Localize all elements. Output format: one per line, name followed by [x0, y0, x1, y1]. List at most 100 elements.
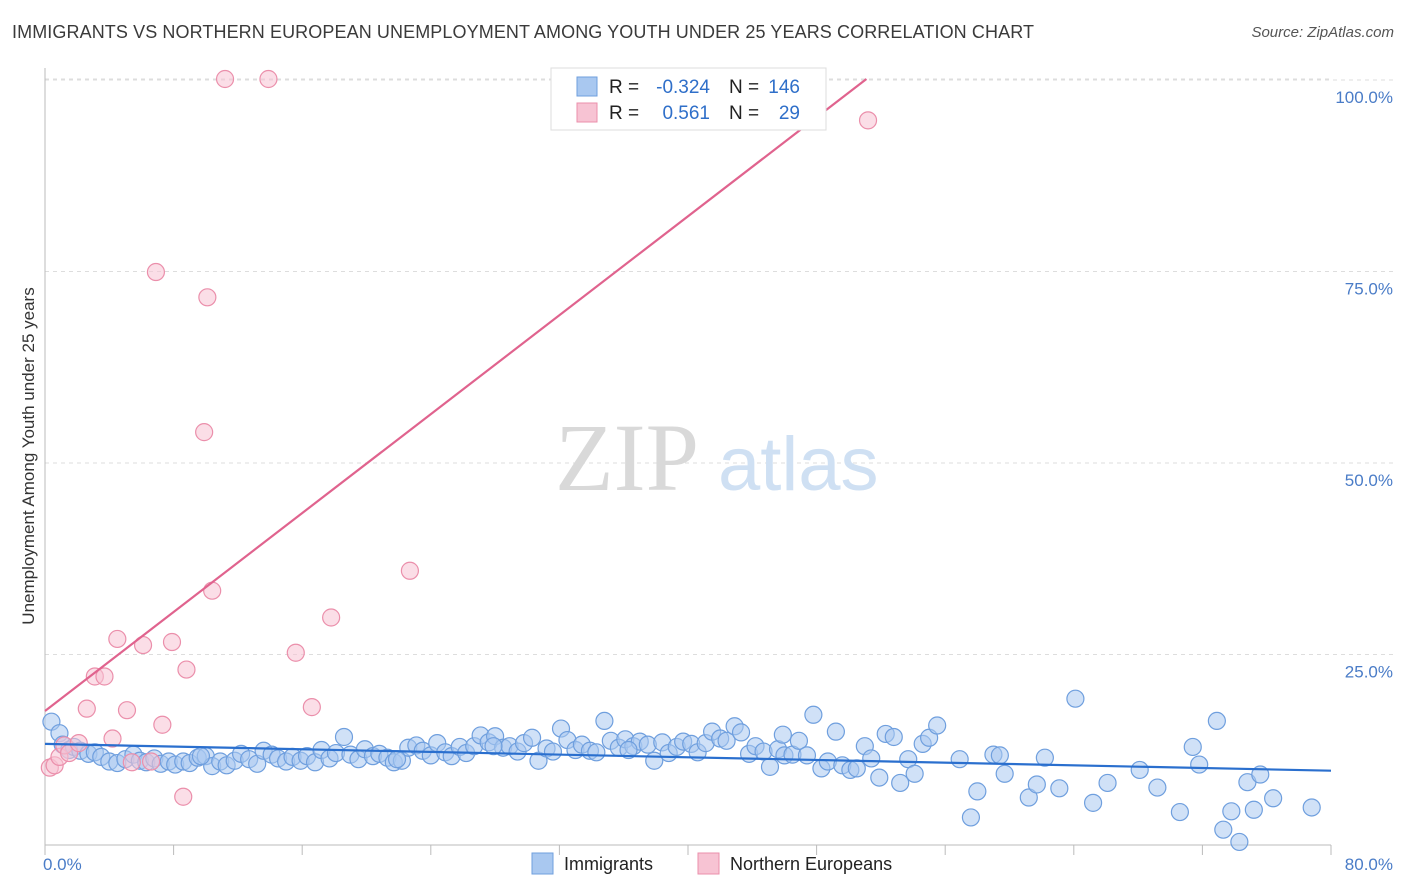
grid-lines [45, 78, 1395, 655]
data-point-northern [146, 262, 166, 282]
data-point-immigrants [789, 731, 809, 750]
data-point-immigrants [862, 749, 881, 768]
series-legend: Immigrants Northern Europeans [531, 852, 892, 875]
stats-n-label-northern: N = [729, 103, 759, 124]
stats-n-value-northern: 29 [779, 103, 800, 124]
x-tick-label: 80.0% [1345, 855, 1393, 874]
data-point-northern [108, 629, 127, 649]
data-point-immigrants [760, 757, 780, 776]
data-point-immigrants [1190, 755, 1209, 774]
data-point-immigrants [928, 716, 947, 735]
data-point-immigrants [990, 746, 1009, 765]
data-point-immigrants [1222, 802, 1241, 821]
data-point-immigrants [1027, 775, 1046, 794]
data-point-northern [103, 729, 122, 748]
data-point-immigrants [731, 723, 751, 742]
stats-n-label-immigrants: N = [729, 77, 759, 98]
data-point-immigrants [1230, 832, 1249, 852]
data-point-immigrants [797, 746, 817, 765]
data-point-immigrants [191, 747, 211, 766]
data-point-northern [215, 69, 235, 89]
data-point-northern [203, 581, 222, 600]
watermark: ZIP atlas [555, 404, 879, 511]
data-point-immigrants [891, 773, 910, 793]
data-point-immigrants [1183, 737, 1202, 757]
data-point-northern [259, 69, 278, 89]
data-point-immigrants [717, 731, 736, 750]
data-point-northern [117, 701, 137, 720]
x-tick-labels: 0.0% 80.0% [43, 855, 1393, 874]
y-axis-label: Unemployment Among Youth under 25 years [19, 287, 38, 624]
data-point-immigrants [543, 742, 563, 761]
series-northern-europeans [40, 69, 878, 806]
x-tick-label: 0.0% [43, 855, 82, 874]
data-point-northern [77, 699, 96, 718]
data-point-immigrants [1066, 689, 1085, 708]
stats-r-value-northern: 0.561 [662, 103, 710, 124]
y-tick-label: 75.0% [1345, 280, 1393, 299]
data-point-northern [177, 660, 196, 679]
data-point-immigrants [1148, 778, 1167, 797]
data-point-northern [122, 753, 141, 772]
data-point-immigrants [595, 711, 614, 731]
y-tick-label: 100.0% [1335, 88, 1393, 107]
data-point-immigrants [1302, 798, 1321, 817]
data-point-immigrants [905, 764, 924, 783]
data-point-immigrants [1214, 820, 1233, 839]
legend-label-northern: Northern Europeans [730, 854, 892, 874]
data-point-northern [162, 632, 182, 652]
data-point-northern [95, 667, 114, 686]
legend-swatch-immigrants [531, 852, 554, 875]
trendline-northern [44, 78, 868, 712]
y-tick-labels: 25.0% 50.0% 75.0% 100.0% [1335, 88, 1393, 682]
data-point-northern [198, 288, 217, 307]
data-point-immigrants [1098, 773, 1117, 793]
data-point-immigrants [826, 722, 845, 741]
chart-title: IMMIGRANTS VS NORTHERN EUROPEAN UNEMPLOY… [12, 22, 1035, 42]
data-point-immigrants [1019, 788, 1038, 807]
data-point-northern [400, 561, 420, 580]
data-point-northern [858, 111, 878, 130]
data-point-immigrants [522, 728, 542, 747]
data-point-northern [174, 787, 193, 806]
data-point-northern [286, 643, 305, 662]
data-point-northern [195, 423, 214, 442]
data-point-immigrants [773, 725, 792, 744]
legend-label-immigrants: Immigrants [564, 854, 653, 874]
stats-n-value-immigrants: 146 [768, 77, 800, 98]
data-point-immigrants [1207, 711, 1226, 731]
data-point-immigrants [968, 782, 987, 801]
stats-legend: R = -0.324 N = 146 R = 0.561 N = 29 [550, 67, 827, 131]
data-point-immigrants [484, 737, 503, 756]
data-point-immigrants [1244, 800, 1263, 819]
data-point-immigrants [961, 808, 981, 827]
trendline-immigrants [44, 742, 1332, 772]
stats-r-label-immigrants: R = [609, 77, 639, 98]
data-point-northern [153, 715, 172, 734]
watermark-zip: ZIP [555, 404, 699, 511]
stats-legend-swatch-northern [576, 102, 598, 123]
data-point-immigrants [804, 705, 823, 724]
watermark-atlas: atlas [718, 422, 879, 507]
data-point-immigrants [870, 768, 889, 787]
y-tick-label: 50.0% [1345, 471, 1393, 490]
data-point-immigrants [995, 764, 1014, 783]
data-point-immigrants [1035, 748, 1054, 767]
stats-legend-swatch-immigrants [576, 76, 598, 97]
data-point-northern [141, 752, 161, 771]
source-label: Source: ZipAtlas.com [1251, 24, 1394, 41]
data-point-immigrants [1050, 779, 1069, 798]
data-point-immigrants [1264, 789, 1283, 808]
data-point-immigrants [387, 750, 407, 769]
data-point-northern [322, 608, 341, 627]
data-point-immigrants [587, 743, 606, 762]
data-point-immigrants [334, 727, 354, 747]
trendlines [44, 78, 1332, 772]
data-point-immigrants [1083, 793, 1103, 812]
series-immigrants [42, 689, 1321, 852]
data-point-immigrants [847, 759, 866, 778]
data-point-immigrants [619, 740, 638, 760]
data-point-immigrants [1130, 760, 1149, 780]
data-point-immigrants [1170, 802, 1189, 822]
